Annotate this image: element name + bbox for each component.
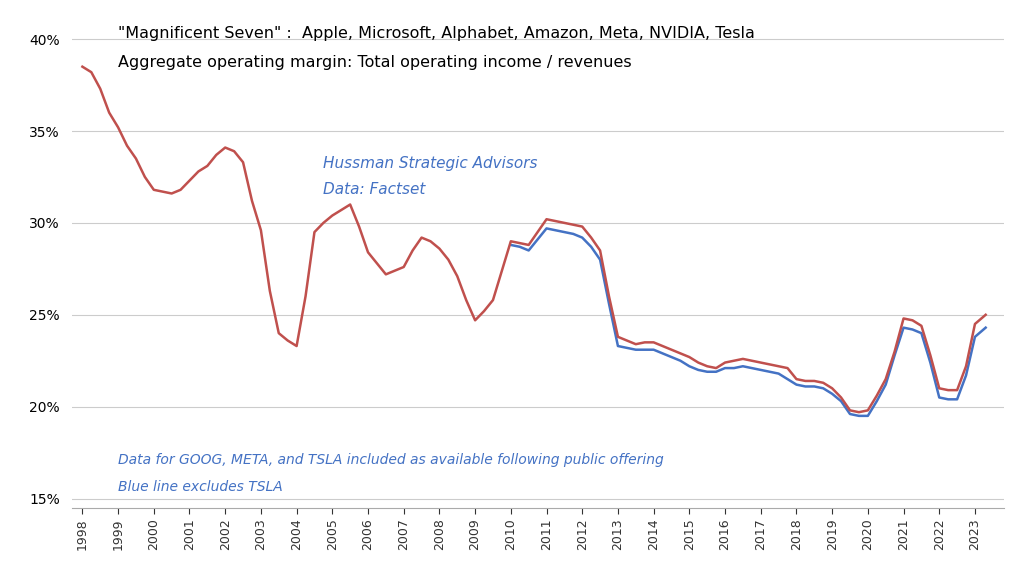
Text: Data for GOOG, META, and TSLA included as available following public offering: Data for GOOG, META, and TSLA included a…: [118, 453, 664, 467]
Text: Data: Factset: Data: Factset: [323, 182, 425, 197]
Text: Blue line excludes TSLA: Blue line excludes TSLA: [118, 480, 283, 494]
Text: Aggregate operating margin: Total operating income / revenues: Aggregate operating margin: Total operat…: [118, 55, 632, 70]
Text: "Magnificent Seven" :  Apple, Microsoft, Alphabet, Amazon, Meta, NVIDIA, Tesla: "Magnificent Seven" : Apple, Microsoft, …: [118, 26, 755, 41]
Text: Hussman Strategic Advisors: Hussman Strategic Advisors: [323, 156, 537, 171]
